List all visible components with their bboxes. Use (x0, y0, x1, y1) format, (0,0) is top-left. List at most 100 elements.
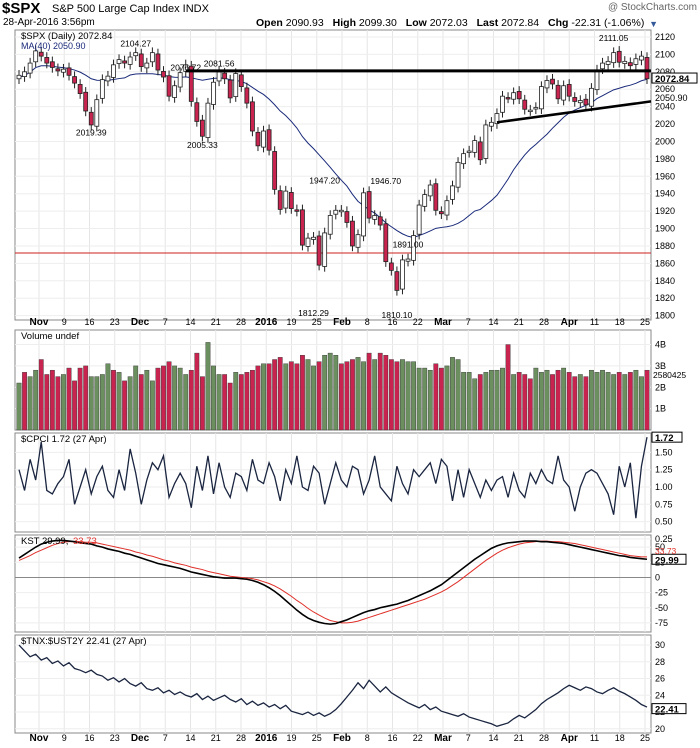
candle-body (505, 97, 511, 100)
volume-bar (272, 359, 278, 431)
candle-body (555, 84, 561, 100)
volume-bar (244, 372, 250, 431)
candle-body (483, 124, 489, 159)
candle-body (38, 51, 44, 57)
volume-bar (22, 372, 27, 431)
x-tick-label: 11 (590, 317, 599, 327)
volume-bar (122, 380, 127, 431)
volume-bar (555, 369, 561, 431)
quote-line: Open 2090.93 High 2099.30 Low 2072.03 La… (256, 17, 650, 29)
volume-bar (216, 374, 222, 431)
volume-bar (294, 363, 300, 431)
volume-bar (600, 369, 605, 431)
panel-frame (14, 432, 652, 533)
volume-bar (361, 361, 366, 431)
y-tick-label: 0.75 (655, 499, 673, 509)
volume-legend: Volume undef (21, 331, 79, 342)
volume-bar (66, 367, 72, 431)
volume-bar (238, 374, 244, 431)
candle-body (450, 185, 455, 200)
candle-body (544, 80, 550, 89)
x-tick-label: 28 (539, 317, 549, 327)
candle-body (566, 84, 572, 97)
volume-bar (633, 369, 639, 431)
x-tick-label: 2016 (255, 317, 278, 328)
candle-body (133, 52, 139, 57)
candle-body (272, 151, 278, 190)
price-annotation: 1891.00 (393, 239, 424, 249)
volume-bar (605, 372, 611, 431)
candle-body (411, 235, 416, 261)
y-tick-label: 1800 (655, 311, 675, 321)
candle-body (22, 71, 27, 77)
volume-bar (300, 355, 305, 431)
y-tick-label: 30 (655, 640, 665, 650)
cpci-value: 1.72 (655, 433, 674, 444)
volume-bar (639, 376, 644, 431)
x-tick-label: 7 (163, 733, 168, 743)
candle-body (627, 62, 633, 67)
candle-body (355, 234, 361, 248)
kst-signal-value: 33.73 (655, 546, 677, 556)
dropdown-icon[interactable]: ▼ (649, 19, 658, 29)
y-tick-label: 0.25 (655, 534, 673, 544)
candle-body (72, 76, 77, 84)
y-tick-label: 1820 (655, 293, 675, 303)
candle-body (500, 95, 505, 113)
ma-line (18, 65, 648, 238)
candle-body (216, 71, 222, 82)
volume-bar (94, 376, 100, 431)
candle-body (561, 85, 567, 101)
volume-bar (438, 367, 444, 431)
candle-body (66, 67, 72, 76)
volume-bar (205, 342, 211, 431)
x-tick-label: 9 (62, 733, 67, 743)
candle-body (350, 220, 355, 247)
volume-bar (222, 374, 228, 431)
open-value: 2090.93 (285, 17, 324, 29)
volume-bar (316, 361, 322, 431)
volume-bar (44, 374, 50, 431)
candle-body (233, 73, 239, 98)
volume-bar (344, 361, 350, 431)
candle-body (466, 150, 472, 153)
candle-body (116, 59, 122, 64)
candle-body (222, 72, 228, 80)
x-tick-label: 14 (488, 733, 498, 743)
volume-bar (194, 352, 200, 431)
candle-body (572, 97, 578, 102)
spread-tag (651, 703, 687, 715)
volume-bar (105, 363, 111, 431)
x-tick-label: 8 (365, 733, 370, 743)
y-tick-label: 2020 (655, 119, 675, 129)
candle-body (322, 232, 328, 267)
symbol-description: S&P 500 Large Cap Index INDX (52, 3, 209, 15)
candle-body (111, 64, 116, 78)
volume-bar (400, 359, 405, 431)
y-tick-label: 1B (655, 404, 666, 414)
candle-body (149, 52, 155, 63)
volume-bar (516, 372, 522, 431)
x-tick-label: 19 (286, 733, 296, 743)
kst-value: 29.99 (655, 555, 679, 566)
price-annotation: 2019.39 (76, 128, 107, 138)
candle-body (438, 211, 444, 215)
spread-value: 22.41 (655, 705, 679, 716)
y-tick-label: 24 (655, 690, 665, 700)
last-price-tag (651, 72, 698, 84)
candle-body (127, 56, 133, 65)
candle-body (394, 271, 400, 291)
candle-body (605, 60, 611, 65)
x-tick-label: Dec (131, 317, 150, 328)
x-tick-label: 28 (539, 733, 549, 743)
volume-bar (422, 367, 428, 431)
x-tick-label: 21 (211, 317, 221, 327)
volume-bar (261, 363, 266, 431)
candle-body (77, 84, 83, 94)
x-tick-label: 21 (514, 733, 524, 743)
x-tick-label: Nov (30, 317, 49, 328)
low-label: Low (405, 17, 427, 29)
volume-bar (250, 369, 255, 431)
kst-line (18, 539, 648, 625)
x-tick-label: 25 (640, 733, 650, 743)
